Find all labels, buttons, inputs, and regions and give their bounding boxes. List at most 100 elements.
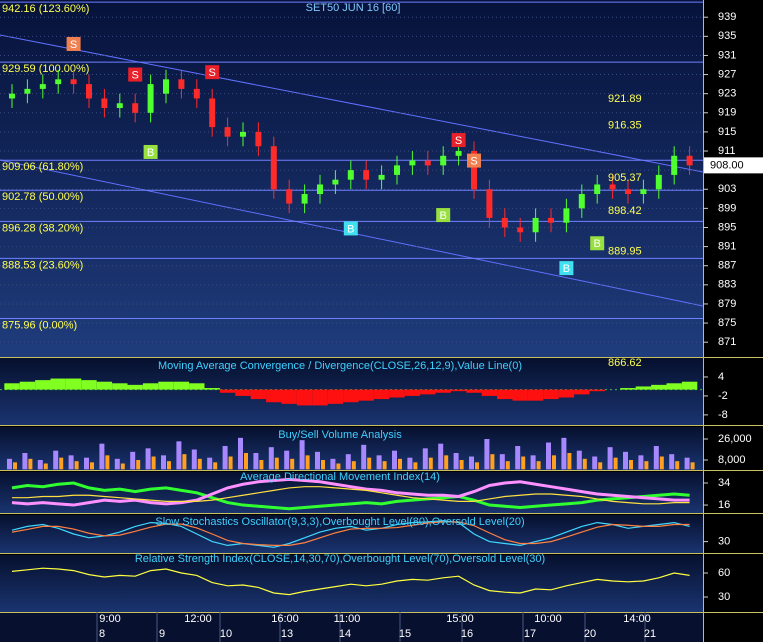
panel-title: Slow Stochastics Oscillator(9,3,3),Overb… — [155, 516, 524, 528]
volume-bar — [398, 458, 402, 470]
macd-bar — [666, 383, 682, 390]
volume-bar — [228, 456, 233, 470]
volume-bar — [53, 450, 59, 470]
price-label: 916.35 — [608, 119, 642, 131]
price-label: 921.89 — [608, 93, 642, 105]
volume-bar — [182, 454, 187, 470]
y-tick-label: 935 — [718, 30, 736, 42]
y-tick-label: 931 — [718, 49, 736, 61]
volume-bar — [28, 458, 33, 470]
y-tick-label: 871 — [718, 336, 736, 348]
volume-bar — [644, 461, 649, 470]
candle-body — [101, 98, 108, 109]
price-label: 898.42 — [608, 205, 642, 217]
volume-bar — [675, 461, 680, 470]
volume-bar — [536, 461, 541, 470]
signal-marker — [590, 236, 605, 251]
macd-bar — [681, 381, 698, 390]
candle-body — [363, 170, 370, 180]
macd-bar — [127, 384, 143, 390]
volume-bar — [259, 460, 264, 470]
y-tick-label: 8,000 — [718, 454, 746, 466]
volume-bar — [607, 447, 613, 470]
macd-bar — [204, 388, 220, 390]
macd-bar — [96, 381, 113, 390]
fib-label: 875.96 (0.00%) — [2, 319, 77, 331]
macd-bar — [466, 389, 482, 393]
volume-bar — [613, 457, 618, 470]
signal-marker — [66, 36, 81, 51]
macd-bar — [574, 389, 590, 395]
y-tick-label: 887 — [718, 260, 736, 272]
day-label: 15 — [399, 628, 411, 640]
volume-bar — [151, 456, 156, 470]
volume-bar — [659, 456, 664, 470]
macd-bar — [435, 389, 451, 393]
macd-bar — [112, 383, 128, 390]
volume-bar — [207, 457, 213, 470]
volume-bar — [244, 453, 248, 470]
macd-bar — [142, 383, 159, 390]
macd-bar — [389, 389, 405, 398]
day-label: 20 — [584, 628, 596, 640]
macd-bar — [373, 389, 390, 400]
price-label: 889.95 — [608, 246, 642, 258]
volume-bar — [336, 463, 341, 470]
volume-bar — [197, 458, 202, 470]
fib-label: 929.59 (100.00%) — [2, 63, 89, 75]
candle-body — [9, 93, 15, 99]
volume-bar — [268, 447, 274, 470]
candle-body — [317, 184, 323, 195]
day-label: 9 — [159, 628, 165, 640]
macd-bar — [158, 381, 174, 390]
volume-bar — [623, 451, 628, 470]
volume-bar — [376, 455, 382, 470]
volume-bar — [167, 461, 171, 470]
volume-bar — [161, 455, 166, 470]
fib-label: 902.78 (50.00%) — [2, 191, 83, 203]
macd-bar — [235, 389, 251, 396]
indicator-line — [11, 521, 690, 546]
volume-bar — [382, 461, 387, 470]
volume-bar — [7, 458, 12, 470]
candle-body — [686, 155, 693, 166]
y-tick-label: 30 — [718, 591, 730, 603]
y-tick-label: 923 — [718, 88, 736, 100]
macd-bar — [589, 389, 605, 392]
y-tick-label: -2 — [718, 390, 728, 402]
volume-bar — [576, 450, 582, 470]
candle-body — [486, 189, 493, 218]
day-label: 17 — [524, 628, 536, 640]
time-label: 14:00 — [623, 613, 651, 625]
candle-body — [548, 217, 554, 223]
candle-body — [132, 103, 139, 113]
macd-bar — [558, 389, 575, 398]
volume-bar — [330, 458, 336, 470]
day-separators — [96, 612, 646, 642]
volume-bar — [515, 446, 521, 470]
macd-bar — [450, 389, 467, 392]
macd-bar — [327, 389, 344, 404]
y-tick-label: 34 — [718, 477, 730, 489]
time-label: 11:00 — [334, 613, 361, 625]
volume-bar — [120, 463, 125, 470]
volume-bar — [145, 448, 151, 470]
candle-body — [394, 165, 400, 175]
volume-bar — [22, 453, 28, 470]
signal-marker — [559, 261, 574, 276]
macd-bar — [35, 380, 51, 390]
y-tick-label: 875 — [718, 317, 736, 329]
last-price-label: 908.00 — [710, 159, 744, 171]
candle-body — [594, 184, 601, 195]
fib-label: 942.16 (123.60%) — [2, 3, 89, 15]
y-tick-label: -8 — [718, 409, 728, 421]
candle-body — [255, 131, 262, 147]
macd-bar — [4, 383, 20, 390]
volume-bar — [444, 455, 449, 470]
y-tick-label: 911 — [718, 145, 736, 157]
day-label: 8 — [99, 628, 105, 640]
signal-marker — [343, 221, 358, 236]
macd-bar — [19, 381, 36, 390]
